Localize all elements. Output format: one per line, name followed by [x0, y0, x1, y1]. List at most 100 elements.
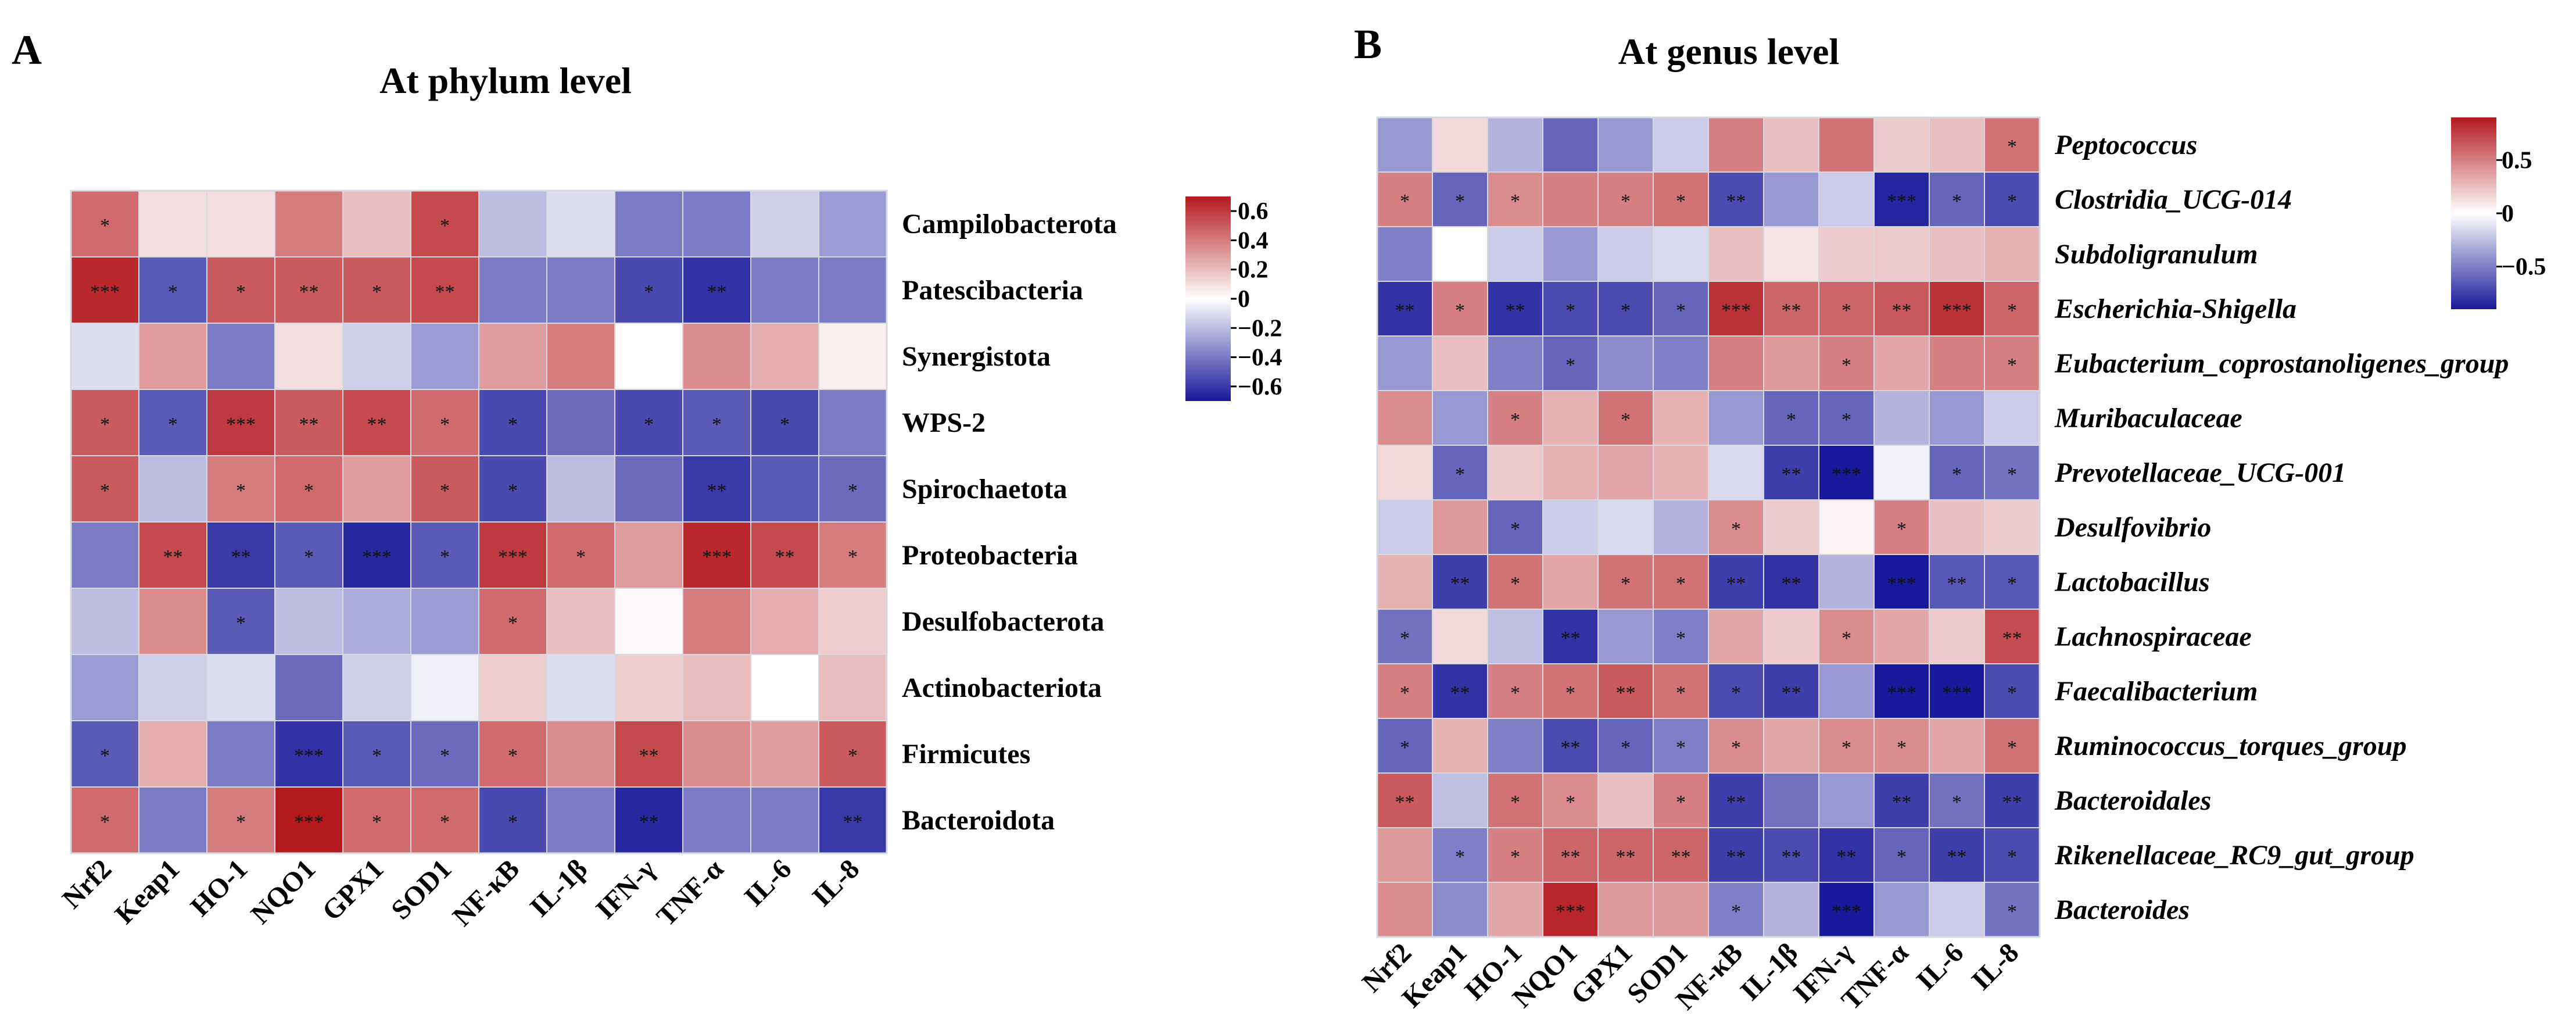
heatmap-cell: [342, 190, 411, 257]
significance-mark: ***: [1887, 682, 1916, 704]
heatmap-cell: [546, 720, 615, 788]
heatmap-cell: [750, 455, 819, 523]
heatmap-cell: [614, 588, 683, 655]
panel-a-row-labels: Campilobacterota Patescibacteria Synergist…: [902, 209, 1117, 836]
heatmap-cell: [1487, 772, 1543, 828]
heatmap-cell: [1542, 390, 1599, 446]
heatmap-cell: [1597, 445, 1654, 500]
heatmap-cell: [682, 720, 751, 788]
significance-mark: *: [100, 215, 110, 237]
row-label: Firmicutes: [902, 739, 1030, 770]
heatmap-cell: [1377, 226, 1433, 282]
heatmap-cell: [750, 588, 819, 655]
significance-mark: *: [848, 546, 858, 568]
significance-mark: **: [1947, 573, 1967, 595]
row-label: Lachnospiraceae: [2054, 621, 2252, 652]
heatmap-cell: [1542, 827, 1599, 883]
significance-mark: *: [780, 414, 790, 435]
heatmap-cell: [750, 323, 819, 390]
heatmap-cell: [1542, 226, 1599, 282]
heatmap-cell: [342, 720, 411, 788]
legend-tick-label: −0.5: [2502, 254, 2546, 281]
heatmap-cell: [342, 588, 411, 655]
significance-mark: **: [2002, 628, 2022, 649]
heatmap-cell: [1818, 882, 1875, 938]
column-label: IL-1β: [1735, 937, 1804, 1006]
heatmap-cell: [1984, 171, 2040, 227]
heatmap-cell: [818, 323, 887, 390]
heatmap-cell: [1818, 772, 1875, 828]
heatmap-cell: [614, 654, 683, 721]
heatmap-cell: [818, 256, 887, 324]
heatmap-cell: [1432, 827, 1488, 883]
row-label: Patescibacteria: [902, 275, 1083, 306]
heatmap-cell: [546, 588, 615, 655]
significance-mark: *: [1510, 409, 1520, 431]
heatmap-cell: [206, 654, 275, 721]
significance-mark: *: [1676, 300, 1686, 321]
significance-mark: *: [1841, 737, 1851, 758]
significance-mark: *: [1676, 792, 1686, 813]
heatmap-cell: [1653, 663, 1709, 719]
significance-mark: **: [1782, 682, 1801, 704]
heatmap-cell: [546, 389, 615, 456]
heatmap-cell: [206, 786, 275, 854]
heatmap-cell: [614, 786, 683, 854]
heatmap-cell: [1763, 827, 1819, 883]
column-label: NQO1: [245, 853, 322, 930]
significance-mark: ***: [1887, 191, 1916, 212]
legend-tick-label: −0.6: [1238, 374, 1282, 400]
heatmap-cell: [1873, 281, 1930, 337]
significance-mark: *: [848, 480, 858, 502]
significance-mark: *: [1400, 628, 1410, 649]
heatmap-cell: [1708, 609, 1764, 664]
heatmap-cell: [1432, 281, 1488, 337]
significance-mark: **: [1726, 792, 1746, 813]
row-label: Bacteroidota: [902, 805, 1055, 836]
heatmap-cell: [1377, 827, 1433, 883]
heatmap-cell: [1763, 718, 1819, 774]
heatmap-cell: [274, 190, 343, 257]
heatmap-cell: [750, 256, 819, 324]
heatmap-cell: [1873, 772, 1930, 828]
panel-b-column-labels: Nrf2Keap1HO-1NQO1GPX1SOD1NF-κBIL-1βIFN-γ…: [1356, 937, 2025, 1016]
heatmap-cell: [1984, 718, 2040, 774]
heatmap-cell: [1818, 609, 1875, 664]
row-label: Synergistota: [902, 341, 1051, 372]
significance-mark: *: [1676, 737, 1686, 758]
column-label: Keap1: [109, 853, 186, 930]
heatmap-cell: [1929, 718, 1985, 774]
heatmap-cell: [1929, 499, 1985, 555]
heatmap-cell: [750, 521, 819, 589]
row-label: Subdoligranulum: [2055, 239, 2258, 270]
heatmap-cell: [1929, 554, 1985, 610]
row-label: Actinobacteriota: [902, 672, 1102, 703]
heatmap-cell: [1542, 609, 1599, 664]
heatmap-cell: [1763, 772, 1819, 828]
heatmap-cell: [70, 256, 139, 324]
heatmap-cell: [1597, 609, 1654, 664]
significance-mark: *: [440, 480, 450, 502]
heatmap-cell: [1597, 772, 1654, 828]
heatmap-cell: [1597, 554, 1654, 610]
significance-mark: *: [304, 546, 314, 568]
row-label: Bacteroidales: [2054, 785, 2211, 816]
significance-mark: *: [236, 811, 246, 833]
column-label: NF-κB: [447, 853, 526, 932]
significance-mark: ***: [498, 546, 528, 568]
column-label: IL-8: [1966, 937, 2025, 996]
significance-mark: **: [299, 414, 319, 435]
heatmap-cell: [1377, 882, 1433, 938]
heatmap-cell: [682, 323, 751, 390]
significance-mark: ***: [1887, 573, 1916, 595]
significance-mark: *: [2007, 355, 2017, 376]
heatmap-cell: [1929, 390, 1985, 446]
heatmap-cell: [1653, 117, 1709, 173]
heatmap-cell: [1984, 499, 2040, 555]
significance-mark: *: [1510, 573, 1520, 595]
heatmap-cell: [138, 786, 207, 854]
heatmap-cell: [138, 720, 207, 788]
legend-color-bar: [2451, 117, 2496, 309]
heatmap-cell: [1542, 335, 1599, 391]
